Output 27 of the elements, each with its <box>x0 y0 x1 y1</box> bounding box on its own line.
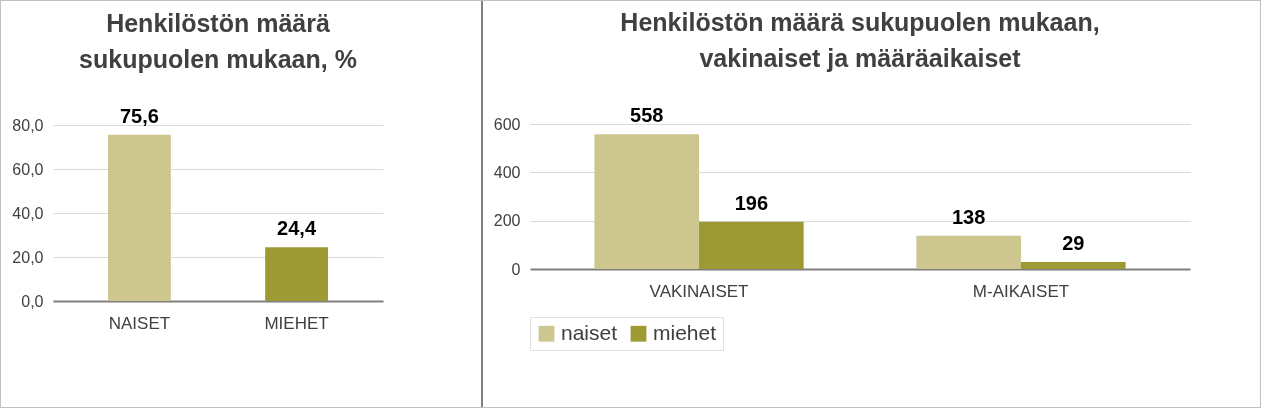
data-label: 75,6 <box>119 104 159 127</box>
data-label: 24,4 <box>277 217 317 240</box>
data-label: 29 <box>1062 231 1085 254</box>
y-tick-label: 200 <box>493 212 521 230</box>
x-tick-label: MIEHET <box>264 313 329 333</box>
y-tick-label: 0 <box>511 260 521 278</box>
bar <box>1020 261 1126 269</box>
legend-label: miehet <box>653 320 717 344</box>
y-tick-label: 400 <box>493 163 521 181</box>
chart-title: Henkilöstön määrä sukupuolen mukaan, vakinaiset ja määräaikaiset <box>620 8 1100 73</box>
y-tick-label: 80,0 <box>12 116 44 134</box>
y-tick-label: 40,0 <box>12 204 44 222</box>
y-tick-label: 60,0 <box>12 160 44 178</box>
data-label: 196 <box>734 191 769 214</box>
y-tick-label: 0,0 <box>21 292 44 310</box>
x-tick-label: M-AIKAISET <box>972 281 1070 301</box>
bar <box>916 235 1021 269</box>
bar <box>594 134 700 269</box>
chart-title: Henkilöstön määrä sukupuolen mukaan, % <box>79 8 357 73</box>
bar <box>699 221 804 269</box>
y-tick-label: 600 <box>493 115 521 133</box>
x-tick-label: NAISET <box>108 313 171 333</box>
data-label: 138 <box>951 205 986 228</box>
y-tick-label: 20,0 <box>12 248 44 266</box>
x-tick-label: VAKINAISET <box>649 281 749 301</box>
legend-label: naiset <box>561 320 618 344</box>
data-label: 558 <box>630 104 664 127</box>
